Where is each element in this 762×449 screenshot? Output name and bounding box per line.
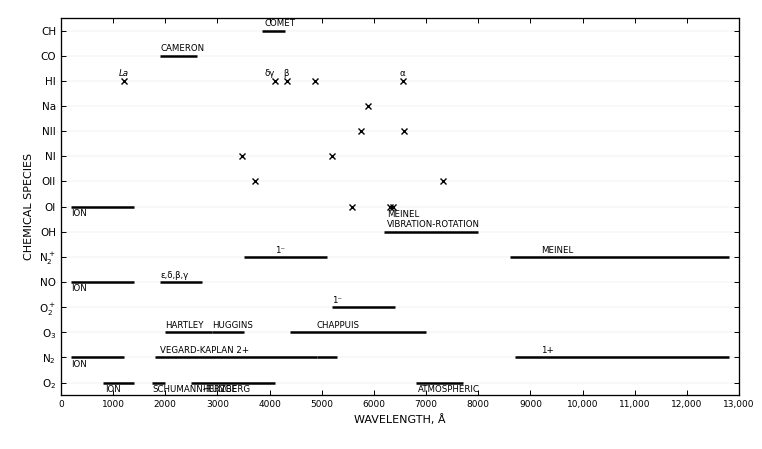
Text: 1⁻: 1⁻: [332, 296, 342, 305]
Text: HARTLEY: HARTLEY: [165, 321, 203, 330]
Y-axis label: CHEMICAL SPECIES: CHEMICAL SPECIES: [24, 153, 34, 260]
Text: ε,δ,β,γ: ε,δ,β,γ: [160, 271, 188, 280]
Text: 1+: 1+: [541, 346, 554, 355]
Text: ATMOSPHERIC: ATMOSPHERIC: [418, 385, 480, 394]
Text: MEINEL
VIBRATION-ROTATION: MEINEL VIBRATION-ROTATION: [387, 210, 480, 229]
Text: La: La: [118, 69, 128, 78]
Text: ION: ION: [105, 385, 121, 394]
Text: δγ: δγ: [264, 69, 275, 78]
Text: MEINEL: MEINEL: [541, 246, 573, 255]
Text: HUGGINS: HUGGINS: [213, 321, 253, 330]
Text: β: β: [283, 69, 289, 78]
Text: ION: ION: [72, 360, 87, 369]
Text: ION: ION: [72, 284, 87, 293]
Text: SCHUMANN-RUNGE: SCHUMANN-RUNGE: [152, 385, 237, 394]
Text: 1⁻: 1⁻: [275, 246, 285, 255]
Text: VEGARD-KAPLAN 2+: VEGARD-KAPLAN 2+: [160, 346, 249, 355]
Text: HERZBERG: HERZBERG: [202, 385, 250, 394]
Text: α: α: [399, 69, 405, 78]
Text: CHAPPUIS: CHAPPUIS: [316, 321, 360, 330]
Text: CAMERON: CAMERON: [160, 44, 204, 53]
X-axis label: WAVELENGTH, Å: WAVELENGTH, Å: [354, 414, 446, 426]
Text: COMET: COMET: [264, 19, 296, 28]
Text: ION: ION: [72, 209, 87, 218]
